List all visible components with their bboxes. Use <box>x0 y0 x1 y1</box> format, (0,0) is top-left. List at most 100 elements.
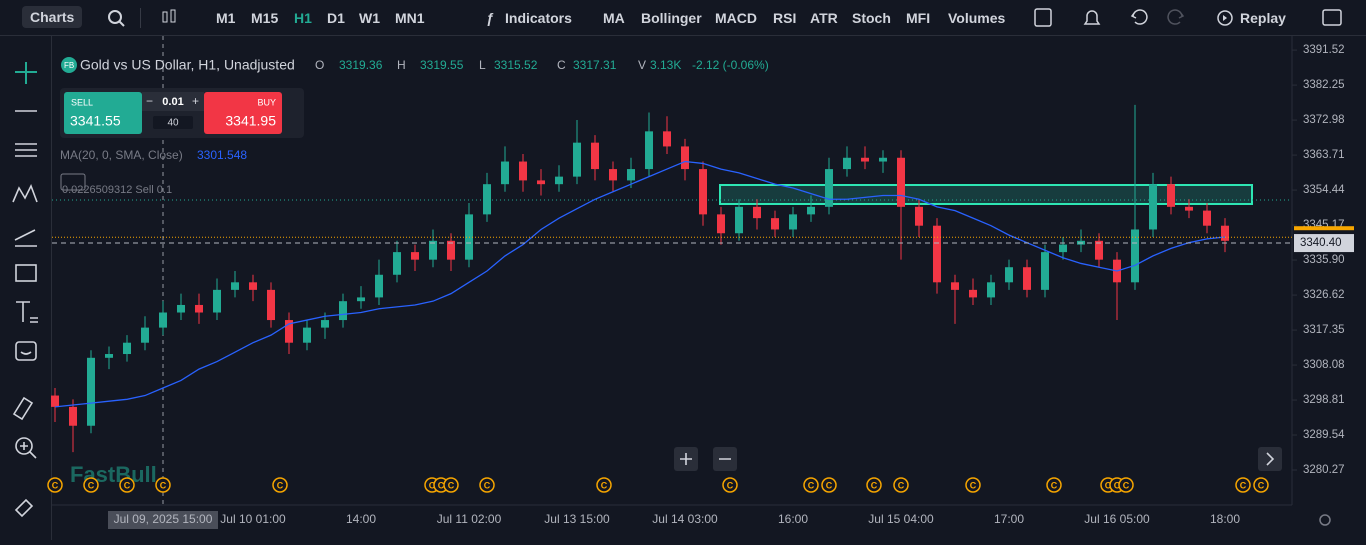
interval[interactable]: M1 <box>216 10 236 26</box>
quick-indicator[interactable]: Volumes <box>948 10 1006 26</box>
last-price-label: 3340.40 <box>1300 237 1342 249</box>
indicators-button[interactable]: Indicators <box>505 10 572 26</box>
event-label: C <box>826 480 833 490</box>
ohlc-label: V <box>638 58 646 72</box>
candle-body <box>861 157 869 162</box>
quick-indicator[interactable]: Stoch <box>852 10 891 26</box>
candle-body <box>969 289 977 298</box>
candle-body <box>429 240 437 260</box>
interval[interactable]: D1 <box>327 10 345 26</box>
interval[interactable]: M15 <box>251 10 279 26</box>
event-label: C <box>808 480 815 490</box>
buy-button[interactable] <box>204 92 282 134</box>
candle-body <box>1149 184 1157 230</box>
event-label: C <box>160 480 167 490</box>
ma-label: MA(20, 0, SMA, Close) <box>60 148 183 162</box>
event-label: C <box>88 480 95 490</box>
candle-body <box>663 131 671 147</box>
candle-body <box>789 214 797 230</box>
ohlc-label: H <box>397 58 406 72</box>
event-label: C <box>438 480 445 490</box>
y-tick-label: 3308.08 <box>1303 359 1345 371</box>
scroll-right[interactable] <box>1258 447 1282 471</box>
candle-body <box>573 142 581 177</box>
x-tick-label: Jul 11 02:00 <box>437 512 502 526</box>
event-label: C <box>52 480 59 490</box>
y-tick-label: 3326.62 <box>1303 289 1345 301</box>
candle-body <box>195 304 203 313</box>
change-value: -2.12 (-0.06%) <box>692 58 769 72</box>
candle-body <box>627 169 635 181</box>
candle-body <box>105 354 113 358</box>
ohlc-label: L <box>479 58 486 72</box>
y-tick-label: 3280.27 <box>1303 464 1345 476</box>
candle-body <box>393 252 401 275</box>
tool-icons <box>12 62 38 518</box>
sell-button[interactable] <box>64 92 142 134</box>
candle-body <box>555 176 563 185</box>
candle-body <box>321 320 329 328</box>
collapse-button[interactable] <box>60 173 86 191</box>
event-marker <box>803 477 819 493</box>
candle-body <box>717 214 725 234</box>
lot-input[interactable] <box>142 92 204 111</box>
event-marker <box>272 477 288 493</box>
volume-value: 3.13K <box>650 58 681 72</box>
candle-body <box>69 406 77 426</box>
event-marker <box>893 477 909 493</box>
quick-indicator[interactable]: RSI <box>773 10 797 26</box>
candle-body <box>267 289 275 321</box>
y-tick-label: 3298.81 <box>1303 394 1345 406</box>
ohlc-value: 3317.31 <box>573 58 617 72</box>
replay-button[interactable]: Replay <box>1240 10 1286 26</box>
candle-body <box>177 304 185 313</box>
event-label: C <box>601 480 608 490</box>
candle-body <box>357 297 365 302</box>
candle-body <box>1059 244 1067 253</box>
event-label: C <box>727 480 734 490</box>
event-label: C <box>1114 480 1121 490</box>
event-label: C <box>970 480 977 490</box>
candle-body <box>483 184 491 215</box>
charts-button[interactable]: Charts <box>22 6 83 28</box>
candle-body <box>933 225 941 283</box>
event-marker <box>479 477 495 493</box>
candle-body <box>879 157 887 162</box>
ohlc-value: 3319.55 <box>420 58 464 72</box>
candle-body <box>159 312 167 328</box>
interval[interactable]: H1 <box>294 10 312 26</box>
quick-indicator[interactable]: MA <box>603 10 625 26</box>
quick-indicator[interactable]: Bollinger <box>641 10 702 26</box>
candle-body <box>519 161 527 181</box>
quick-indicator[interactable]: MFI <box>906 10 931 26</box>
lot-plus[interactable]: + <box>192 94 199 108</box>
x-tick-label: 17:00 <box>994 512 1024 526</box>
symbol-icon-text: FB <box>64 61 74 70</box>
x-tick-label: 16:00 <box>778 512 808 526</box>
candle-body <box>753 206 761 219</box>
event-marker <box>119 477 135 493</box>
x-tick-label: Jul 09, 2025 15:00 <box>114 512 213 526</box>
spread-box <box>153 116 193 129</box>
order-line-label: 0.0226509312 Sell 0.1 <box>62 184 172 196</box>
interval[interactable]: W1 <box>359 10 380 26</box>
candle-body <box>1041 252 1049 290</box>
y-tick-label: 3317.35 <box>1303 324 1345 336</box>
event-label: C <box>898 480 905 490</box>
x-tick-label: Jul 10 01:00 <box>220 512 286 526</box>
lot-minus[interactable]: − <box>146 94 153 108</box>
quick-indicator[interactable]: MACD <box>715 10 757 26</box>
ma-value: 3301.548 <box>197 148 247 162</box>
event-marker <box>443 477 459 493</box>
candle-body <box>1131 229 1139 283</box>
event-marker <box>1253 477 1269 493</box>
settings-icon[interactable] <box>1319 514 1331 526</box>
y-tick-label: 3391.52 <box>1303 44 1345 56</box>
quick-indicator[interactable]: ATR <box>810 10 838 26</box>
event-marker <box>1046 477 1062 493</box>
candle-body <box>609 169 617 181</box>
interval[interactable]: MN1 <box>395 10 425 26</box>
event-label: C <box>429 480 436 490</box>
event-label: C <box>1051 480 1058 490</box>
